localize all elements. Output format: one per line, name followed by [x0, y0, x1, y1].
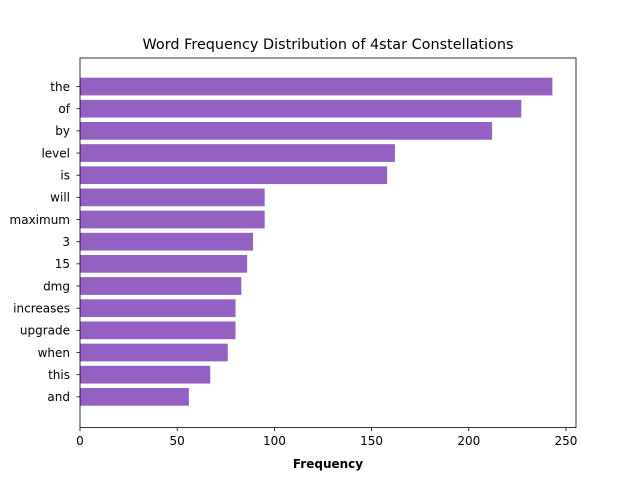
y-tick-label: will	[50, 191, 70, 205]
x-axis-label: Frequency	[293, 457, 363, 471]
bar-will	[80, 188, 265, 207]
bar-of	[80, 99, 522, 118]
y-tick-label: the	[50, 80, 70, 94]
bar-this	[80, 365, 211, 384]
y-tick-label: and	[47, 390, 70, 404]
bar-by	[80, 122, 493, 140]
y-tick-label: maximum	[10, 213, 70, 227]
y-tick-label: upgrade	[20, 324, 70, 338]
bar-15	[80, 254, 248, 273]
bar-is	[80, 166, 388, 185]
bar-the	[80, 77, 553, 96]
y-tick-label: of	[58, 102, 70, 116]
bar-and	[80, 387, 189, 406]
y-tick-label: by	[55, 124, 70, 138]
y-tick-label: this	[48, 368, 70, 382]
x-tick-label: 0	[76, 434, 84, 448]
x-tick-label: 200	[457, 434, 480, 448]
y-tick-label: when	[38, 346, 70, 360]
chart-title: Word Frequency Distribution of 4star Con…	[143, 37, 514, 53]
y-tick-label: dmg	[43, 279, 70, 293]
bar-dmg	[80, 277, 242, 295]
x-tick-label: 100	[263, 434, 286, 448]
y-tick-label: is	[60, 169, 70, 183]
y-tick-label: 15	[55, 257, 70, 271]
bar-increases	[80, 299, 236, 318]
x-tick-label: 250	[555, 434, 578, 448]
x-axis-ticks: 0 50 100 150 200 250	[76, 427, 578, 448]
y-axis-ticks: the of by level is will maximum 3 15 dmg increases…	[10, 80, 80, 404]
bar-upgrade	[80, 321, 236, 340]
bar-level	[80, 144, 395, 162]
y-tick-label: increases	[13, 301, 70, 315]
bar-maximum	[80, 210, 265, 229]
bar-when	[80, 343, 228, 362]
x-tick-label: 150	[360, 434, 383, 448]
bars-group	[80, 77, 553, 406]
bar-3	[80, 232, 254, 251]
plot-frame	[79, 57, 577, 429]
y-tick-label: 3	[62, 235, 70, 249]
x-tick-label: 50	[170, 434, 185, 448]
y-tick-label: level	[41, 146, 70, 160]
